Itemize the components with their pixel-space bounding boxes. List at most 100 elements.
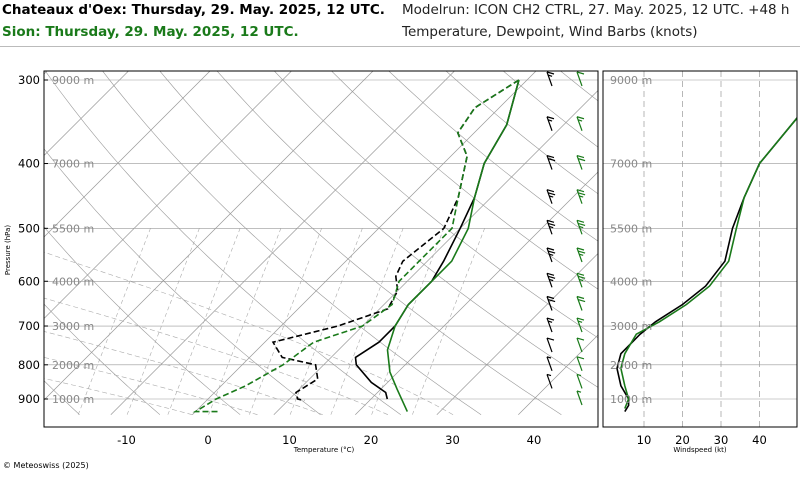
wind-barb [546,356,553,372]
wind-barb [546,317,555,333]
windspeed-grid [603,71,797,427]
wind-barb [576,295,586,311]
isotherm [110,71,455,415]
mixing-ratio-line [249,228,322,415]
modelrun-label: Modelrun: ICON CH2 CTRL, 27. May. 2025, … [402,2,790,18]
wind-barb [576,373,583,389]
moist-adiabat [44,331,323,415]
secondary-temperature-line [386,79,520,412]
wind-barb [546,337,555,353]
wind-barb [546,373,553,389]
pressure-tick-label: 600 [18,274,40,288]
mixing-ratio-line [289,228,363,415]
wind-barb [546,189,556,204]
windspeed-altitude-label: 5500 m [610,222,652,235]
isotherm [518,334,598,415]
mixing-ratio-line [371,228,445,415]
altitude-label: 9000 m [52,74,94,87]
dry-adiabat [560,71,598,102]
temperature-tick-label: 20 [364,433,379,447]
station-title-primary: Chateaux d'Oex: Thursday, 29. May. 2025,… [2,2,385,18]
altitude-label: 1000 m [52,393,94,406]
moist-adiabat [44,357,258,415]
windspeed-axes: 10 20 30 40 9000 m 7000 m 5500 m 4000 m 3000 m 20… [610,74,767,447]
altitude-label: 5500 m [52,222,94,235]
wind-barb [576,189,586,204]
dry-adiabat [44,226,241,415]
mixing-ratio-line [330,228,404,415]
wind-barb [546,71,555,87]
skewt-grid [44,70,800,415]
pressure-tick-label: 800 [18,358,40,372]
wind-barb [576,317,585,333]
skewt-axes: 300 400 500 600 700 800 900 -10 0 10 20 30 40 9000 m 7… [18,73,541,447]
temperature-tick-label: 0 [204,433,211,447]
altitude-label: 3000 m [52,320,94,333]
altitude-label: 2000 m [52,359,94,372]
dry-adiabat [44,148,321,415]
wind-barb [576,356,585,372]
station-title-secondary: Sion: Thursday, 29. May. 2025, 12 UTC. [2,24,299,40]
dry-adiabat [388,71,598,242]
mixing-ratio-line [208,228,282,415]
pressure-tick-label: 400 [18,157,40,171]
moist-adiabat [44,251,454,415]
windspeed-altitude-label: 7000 m [610,158,652,171]
altitude-label: 4000 m [52,275,94,288]
isotherm [436,253,598,415]
isotherm [273,90,598,415]
windspeed-axis-label: Windspeed (kt) [673,446,726,454]
dry-adiabat [331,71,598,290]
temperature-tick-label: 30 [445,433,460,447]
copyright: © Meteoswiss (2025) [3,461,89,470]
windspeed-frame [602,70,798,428]
dry-adiabat [731,70,800,415]
wind-barb [576,272,586,288]
windspeed-altitude-label: 1000 m [610,393,652,406]
moist-adiabat [44,297,389,415]
dry-adiabat [445,71,598,195]
wind-barb [576,390,583,406]
pressure-tick-label: 900 [18,392,40,406]
dry-adiabat [159,71,562,415]
skewt-profiles [192,79,520,413]
mixing-ratio-line [412,228,485,415]
dry-adiabat [44,303,161,415]
secondary-windspeed-line [620,116,797,409]
mixing-ratio-line [126,228,200,415]
wind-barb [546,219,556,235]
wind-barb [546,272,556,288]
variables-label: Temperature, Dewpoint, Wind Barbs (knots… [402,24,698,40]
isotherm [44,71,211,238]
windspeed-tick-label: 20 [675,433,690,447]
primary-temperature-line [354,79,520,400]
mixing-ratio-line [167,228,241,415]
header-divider [0,46,800,47]
temperature-tick-label: 10 [282,433,297,447]
wind-barb [576,337,585,353]
x-axis-label: Temperature (°C) [293,446,355,454]
isotherm [44,71,292,319]
isotherm [44,71,129,156]
pressure-tick-label: 700 [18,319,40,333]
altitude-label: 7000 m [52,158,94,171]
dry-adiabat [216,71,598,388]
wind-barb [576,71,585,87]
dry-adiabat [102,71,482,415]
wind-barb [576,219,586,235]
wind-barb [576,116,585,131]
isotherm [44,71,374,401]
windspeed-tick-label: 40 [752,433,767,447]
windspeed-altitude-label: 4000 m [610,275,652,288]
skewt-frame [43,70,599,428]
windspeed-tick-label: 10 [637,433,652,447]
windspeed-altitude-label: 9000 m [610,74,652,87]
pressure-tick-label: 300 [18,73,40,87]
mixing-ratio-line [77,228,151,415]
dry-adiabat [273,71,598,339]
dry-adiabat [674,70,800,415]
primary-windspeed-line [616,116,797,413]
wind-barb [576,247,586,263]
pressure-tick-label: 500 [18,221,40,235]
